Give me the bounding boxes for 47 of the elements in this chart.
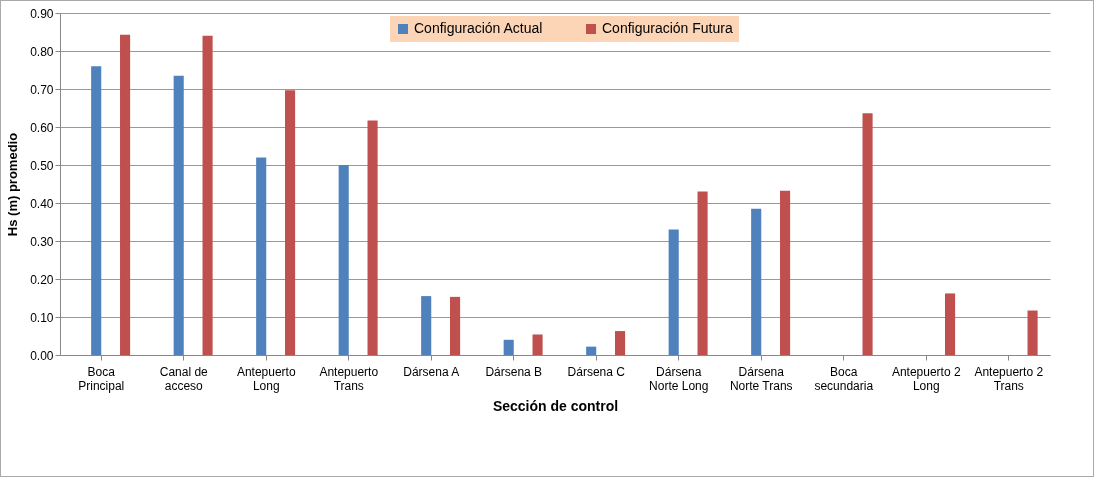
x-axis-title: Sección de control	[492, 397, 619, 414]
x-tick-label: Canal de acceso	[159, 364, 209, 393]
y-tick-label: 0.70	[30, 82, 54, 97]
x-tick-label: Dársena B	[485, 364, 543, 379]
bar	[256, 157, 267, 355]
bar	[697, 191, 708, 355]
bar	[338, 165, 349, 355]
y-axis-title: Hs (m) promedio	[5, 132, 21, 237]
bar	[367, 120, 378, 355]
y-tick-label: 0.60	[30, 120, 54, 135]
bar	[532, 334, 543, 355]
bar	[503, 339, 514, 355]
y-tick-label: 0.30	[30, 234, 54, 249]
bar	[615, 331, 626, 355]
x-tick-label: Antepuerto Long	[236, 364, 296, 393]
x-tick-label: Antepuerto 2 Long	[891, 364, 961, 393]
bar	[751, 208, 762, 355]
bar	[1027, 310, 1038, 355]
bar	[202, 35, 213, 355]
bar	[91, 66, 102, 355]
bar	[285, 90, 296, 355]
bar	[945, 293, 956, 355]
bar	[173, 75, 184, 355]
bar	[421, 296, 432, 355]
y-tick-label: 0.10	[30, 310, 54, 325]
legend-label: Configuración Actual	[414, 20, 543, 36]
bar	[668, 229, 679, 355]
x-tick-label: Antepuerto Trans	[319, 364, 379, 393]
y-tick-label: 0.80	[30, 44, 54, 59]
x-tick-label: Dársena C	[567, 364, 626, 379]
y-tick-label: 0.90	[30, 6, 54, 21]
bar	[450, 296, 461, 355]
legend-label: Configuración Futura	[602, 20, 733, 36]
bar	[862, 113, 873, 355]
y-tick-label: 0.50	[30, 158, 54, 173]
x-tick-label: Dársena Norte Long	[649, 364, 709, 393]
x-tick-label: Boca Principal	[78, 364, 125, 393]
y-tick-label: 0.40	[30, 196, 54, 211]
x-tick-label: Boca secundaria	[814, 364, 874, 393]
x-tick-label: Dársena Norte Trans	[729, 364, 793, 393]
bar	[780, 190, 791, 355]
y-tick-label: 0.00	[30, 348, 54, 363]
bar	[586, 346, 597, 355]
x-tick-label: Antepuerto 2 Trans	[974, 364, 1044, 393]
x-tick-label: Dársena A	[403, 364, 460, 379]
bar	[120, 34, 131, 355]
y-tick-label: 0.20	[30, 272, 54, 287]
